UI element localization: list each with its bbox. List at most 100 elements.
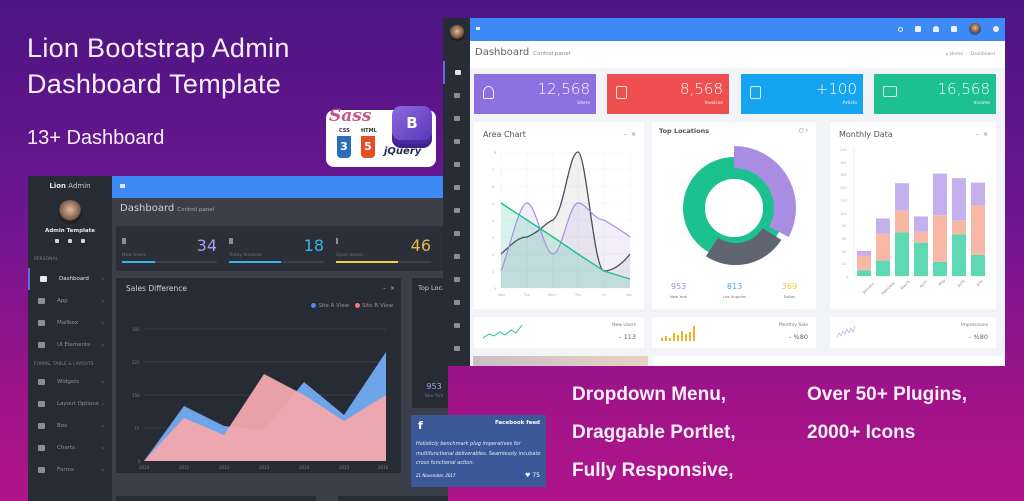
list-icon bbox=[453, 162, 460, 167]
svg-text:May: May bbox=[937, 277, 947, 287]
svg-text:2015: 2015 bbox=[339, 465, 350, 470]
css-label: CSS bbox=[339, 128, 350, 134]
sidebar-item-charts[interactable]: Charts › bbox=[28, 437, 112, 459]
monthly-data-card: Monthly Data – × 200 180 160 140 120 100 80 60… bbox=[830, 122, 996, 309]
mail-icon[interactable] bbox=[68, 239, 72, 243]
user-avatar[interactable] bbox=[969, 23, 981, 35]
sparkline-bar bbox=[661, 326, 695, 341]
svg-text:Mon: Mon bbox=[498, 293, 505, 297]
sidebar-item-forms[interactable]: Forms › bbox=[28, 459, 112, 481]
menu-toggle-icon[interactable] bbox=[120, 184, 125, 188]
page-title: Dashboard Control panel bbox=[475, 47, 571, 58]
svg-text:April: April bbox=[918, 279, 928, 289]
svg-text:60: 60 bbox=[842, 237, 846, 241]
donut-chart bbox=[683, 146, 796, 266]
layout-icon bbox=[38, 401, 45, 407]
gear-icon[interactable] bbox=[993, 26, 999, 32]
svg-text:2014: 2014 bbox=[299, 465, 310, 470]
sidebar-item-layout-options[interactable]: Layout Options › bbox=[28, 393, 112, 415]
sidebar-icon-charts[interactable] bbox=[443, 222, 470, 245]
sidebar-item-ui-elements[interactable]: UI Elements › bbox=[28, 334, 112, 356]
progress-bar bbox=[229, 261, 324, 263]
stat-today-invoices: 18 Today Invoices bbox=[229, 232, 324, 266]
pie-chart-icon bbox=[453, 231, 460, 236]
svg-text:0: 0 bbox=[846, 275, 848, 279]
stat-income: 16,568 Income bbox=[874, 74, 996, 114]
mini-stat-monthly-sale: Monthly Sale - %80 bbox=[652, 317, 816, 348]
refresh-icon[interactable]: ○ › bbox=[798, 127, 808, 134]
likes-count[interactable]: ♥ 75 bbox=[525, 472, 540, 479]
card-controls[interactable]: – × bbox=[383, 285, 395, 292]
user-name: Admin Template bbox=[44, 228, 95, 234]
table-icon bbox=[453, 277, 460, 282]
svg-text:150: 150 bbox=[132, 393, 140, 398]
sidebar-icon-maps[interactable] bbox=[443, 314, 470, 337]
sales-difference-card: Sales Difference – × Site A View Site B … bbox=[116, 278, 401, 473]
sidebar-icon-pages[interactable] bbox=[443, 291, 470, 314]
css3-logo-icon: 3 bbox=[337, 136, 351, 158]
sidebar-icon-forms[interactable] bbox=[443, 245, 470, 268]
sidebar-item-widgets[interactable]: Widgets › bbox=[28, 371, 112, 393]
sidebar-item-mailbox[interactable]: Mailbox › bbox=[28, 312, 112, 334]
sidebar-icon-app[interactable] bbox=[443, 84, 470, 107]
sidebar-icon-tables[interactable] bbox=[443, 268, 470, 291]
dark-dashboard-preview: Lion Admin Admin Template PERSONAL Dashb… bbox=[28, 176, 448, 501]
sidebar-icon-mailbox[interactable] bbox=[443, 107, 470, 130]
plug-icon bbox=[453, 346, 460, 351]
bell-icon[interactable] bbox=[933, 26, 939, 32]
avatar[interactable] bbox=[58, 200, 82, 224]
sidebar-icon-layout[interactable] bbox=[443, 176, 470, 199]
svg-text:2: 2 bbox=[492, 253, 494, 257]
square-icon bbox=[38, 423, 45, 429]
features-column-2: Over 50+ Plugins, 2000+ Icons bbox=[807, 376, 967, 452]
page-header: Dashboard Control panel ⌂ Home › Dashboar… bbox=[470, 41, 1005, 68]
facebook-icon: f bbox=[418, 419, 423, 432]
chat-icon[interactable] bbox=[951, 26, 957, 32]
dark-topbar bbox=[112, 176, 448, 198]
laptop-icon bbox=[38, 342, 45, 348]
sidebar-icon-widgets[interactable] bbox=[443, 153, 470, 176]
svg-text:Fri: Fri bbox=[602, 293, 606, 297]
sidebar-icon-box[interactable] bbox=[443, 199, 470, 222]
svg-text:July: July bbox=[974, 278, 984, 288]
svg-text:Thu: Thu bbox=[574, 293, 582, 297]
svg-text:3: 3 bbox=[492, 236, 494, 240]
chevron-right-icon: › bbox=[101, 400, 104, 408]
feature-item: Over 50+ Plugins, bbox=[807, 384, 967, 405]
top-locations-card: Top Locations ○ › 953 New York 813 Los Ang… bbox=[652, 122, 816, 309]
heart-icon: ♥ bbox=[525, 472, 531, 479]
promo-subtitle: 13+ Dashboard bbox=[27, 127, 165, 149]
svg-text:Sat: Sat bbox=[626, 293, 632, 297]
sidebar-icon-extensions[interactable] bbox=[443, 337, 470, 360]
svg-text:March: March bbox=[899, 279, 911, 291]
svg-text:Wed: Wed bbox=[548, 293, 556, 297]
sidebar-item-box[interactable]: Box › bbox=[28, 415, 112, 437]
laptop-icon bbox=[453, 139, 460, 144]
stats-row: 34 New Users 18 Today Invoices 46 Open I… bbox=[116, 226, 446, 271]
progress-bar bbox=[122, 261, 217, 263]
sidebar-icon-dashboard[interactable] bbox=[443, 61, 470, 84]
card-controls[interactable]: – × bbox=[624, 131, 636, 138]
power-icon[interactable] bbox=[81, 239, 85, 243]
sidebar-icon-ui[interactable] bbox=[443, 130, 470, 153]
sidebar-item-dashboard[interactable]: Dashboard › bbox=[28, 268, 112, 290]
dark-bottom-card bbox=[338, 496, 448, 501]
grid-icon bbox=[38, 298, 45, 304]
menu-toggle-icon[interactable] bbox=[476, 27, 480, 30]
search-icon[interactable] bbox=[898, 26, 903, 32]
mini-stat-new-users: New Users - 113 bbox=[474, 317, 644, 348]
svg-text:2012: 2012 bbox=[219, 465, 230, 470]
svg-text:4: 4 bbox=[492, 219, 495, 223]
card-controls[interactable]: – × bbox=[976, 131, 988, 138]
settings-icon[interactable] bbox=[55, 239, 59, 243]
svg-text:8: 8 bbox=[494, 151, 496, 155]
sales-area-chart: 300 225 150 75 0 2010 2011 2012 2013 2014 2015 201… bbox=[132, 327, 389, 470]
avatar[interactable] bbox=[448, 25, 465, 41]
svg-text:160: 160 bbox=[840, 173, 847, 177]
mail-icon[interactable] bbox=[915, 26, 921, 32]
sidebar-item-app[interactable]: App › bbox=[28, 290, 112, 312]
stat-open-issues: 46 Open Issues bbox=[336, 232, 431, 266]
chevron-right-icon: › bbox=[101, 444, 104, 452]
